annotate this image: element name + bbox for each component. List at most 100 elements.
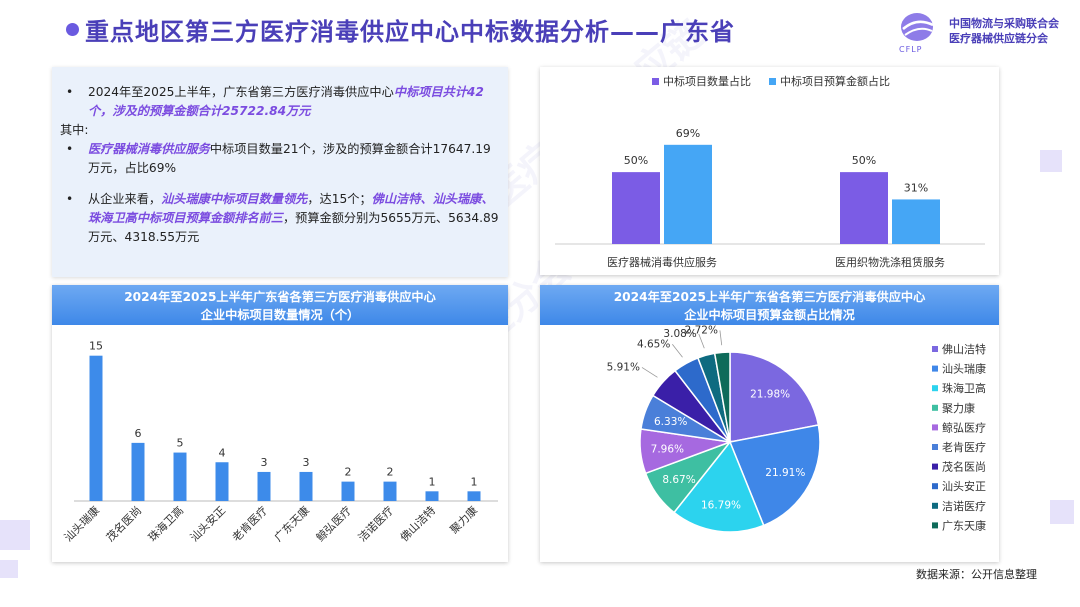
x-tick-label: 老肯医疗 bbox=[229, 503, 270, 544]
legend-swatch bbox=[932, 346, 938, 352]
legend-label: 茂名医尚 bbox=[942, 460, 986, 474]
slice-label: 16.79% bbox=[701, 499, 741, 511]
legend-swatch bbox=[932, 444, 938, 450]
x-tick-label: 聚力康 bbox=[447, 503, 480, 536]
summary-panel: 2024年至2025上半年，广东省第三方医疗消毒供应中心中标项目共计42个，涉及… bbox=[52, 67, 508, 277]
data-label: 5 bbox=[177, 437, 184, 450]
budget-pie-chart-panel: 2024年至2025上半年广东省各第三方医疗消毒供应中心 企业中标项目预算金额占… bbox=[540, 285, 999, 562]
count-bar-chart: 15 汕头瑞康 6 茂名医尚 5 珠海卫高 4 汕头安正 3 老肯医疗 3 广东天康 2 鲸弘医疗 2 洁诺医… bbox=[61, 340, 498, 544]
x-tick-label: 广东天康 bbox=[271, 503, 312, 544]
data-source: 数据来源：公开信息整理 bbox=[916, 568, 1037, 581]
data-label: 1 bbox=[429, 475, 436, 488]
legend-label: 聚力康 bbox=[942, 401, 975, 415]
bar bbox=[341, 481, 355, 501]
share-bar-chart: 中标项目数量占比 中标项目预算金额占比 50% 69% 医疗器械消毒供应服务 50% 31%… bbox=[555, 74, 985, 269]
bar bbox=[383, 481, 397, 501]
legend-label: 鲸弘医疗 bbox=[942, 420, 986, 434]
leader-line bbox=[641, 367, 658, 378]
x-tick-label: 珠海卫高 bbox=[145, 503, 186, 544]
x-tick-label: 洁诺医疗 bbox=[355, 503, 396, 544]
legend-label: 广东天康 bbox=[942, 518, 986, 532]
legend-label: 中标项目数量占比 bbox=[663, 74, 751, 88]
summary-among: 其中: bbox=[60, 123, 89, 137]
data-label: 3 bbox=[303, 456, 310, 469]
bar bbox=[467, 491, 481, 501]
slice-label: 7.96% bbox=[651, 444, 684, 456]
legend-swatch bbox=[932, 463, 938, 470]
slice-label: 8.67% bbox=[662, 474, 695, 486]
count-chart-subtitle: 企业中标项目数量情况（个） bbox=[200, 308, 360, 322]
data-label: 2 bbox=[345, 466, 352, 479]
bar bbox=[131, 442, 145, 501]
legend-swatch bbox=[652, 78, 659, 85]
pie-slice bbox=[729, 351, 820, 443]
title-bullet-icon bbox=[66, 23, 79, 36]
slice-label: 21.98% bbox=[750, 388, 790, 400]
bar bbox=[173, 452, 187, 501]
x-tick-label: 鲸弘医疗 bbox=[313, 503, 354, 544]
budget-pie-chart: 21.98% 21.91% 16.79% 8.67% 7.96% 6.33% 5.91% 4.… bbox=[607, 325, 986, 533]
summary-highlight: 佛山洁特、汕头瑞康、珠海卫高中标项目预算金额排名前三 bbox=[88, 192, 494, 225]
summary-bullet-2: 医疗器械消毒供应服务中标项目数量21个，涉及的预算金额合计17647.19万元，… bbox=[60, 140, 500, 178]
legend-label: 洁诺医疗 bbox=[942, 499, 986, 513]
logo: CFLP 中国物流与采购联合会 医疗器械供应链分会 bbox=[895, 8, 1075, 54]
slice-label: 5.91% bbox=[607, 361, 640, 373]
data-label: 4 bbox=[219, 446, 226, 459]
legend-swatch bbox=[932, 483, 938, 490]
data-label: 69% bbox=[676, 127, 700, 140]
count-chart-title: 2024年至2025上半年广东省各第三方医疗消毒供应中心 bbox=[124, 290, 436, 304]
leader-line bbox=[672, 344, 683, 358]
legend-swatch bbox=[932, 424, 938, 431]
slice-label: 2.72% bbox=[685, 325, 718, 336]
x-tick-label: 茂名医尚 bbox=[103, 503, 144, 544]
pie-slice bbox=[672, 440, 765, 533]
count-chart-header: 2024年至2025上半年广东省各第三方医疗消毒供应中心 企业中标项目数量情况（… bbox=[52, 285, 508, 325]
x-tick-label: 医用织物洗涤租赁服务 bbox=[835, 255, 945, 269]
slice-label: 4.65% bbox=[637, 338, 670, 350]
summary-text: ，预算金额分别为5655万元、5634.89万元、4318.55万元 bbox=[88, 211, 499, 244]
summary-highlight: 中标项目共计42个，涉及的预算金额合计25722.84万元 bbox=[88, 85, 484, 118]
pie-chart-header: 2024年至2025上半年广东省各第三方医疗消毒供应中心 企业中标项目预算金额占… bbox=[540, 285, 999, 325]
bar bbox=[215, 462, 229, 501]
bar bbox=[257, 471, 271, 501]
slice-label: 21.91% bbox=[765, 467, 805, 479]
legend-swatch bbox=[932, 385, 938, 392]
bar bbox=[299, 471, 313, 501]
legend-swatch bbox=[769, 78, 776, 85]
bar bbox=[612, 172, 660, 244]
x-tick-label: 佛山洁特 bbox=[397, 503, 438, 544]
leader-line bbox=[698, 333, 705, 349]
logo-line2: 医疗器械供应链分会 bbox=[949, 32, 1048, 45]
summary-highlight: 医疗器械消毒供应服务 bbox=[88, 142, 210, 156]
logo-line1: 中国物流与采购联合会 bbox=[949, 17, 1059, 30]
legend-label: 汕头瑞康 bbox=[942, 362, 986, 376]
data-label: 50% bbox=[624, 154, 648, 167]
data-label: 2 bbox=[387, 466, 394, 479]
legend-swatch bbox=[932, 522, 938, 529]
bar bbox=[840, 172, 888, 244]
bar bbox=[664, 144, 712, 244]
share-bar-chart-panel: 中标项目数量占比 中标项目预算金额占比 50% 69% 医疗器械消毒供应服务 50% 31%… bbox=[540, 67, 999, 275]
data-label: 1 bbox=[471, 475, 478, 488]
legend-label: 老肯医疗 bbox=[942, 440, 986, 454]
leader-line bbox=[719, 330, 723, 346]
legend-swatch bbox=[932, 502, 938, 509]
data-label: 6 bbox=[135, 427, 142, 440]
data-label: 15 bbox=[89, 340, 103, 353]
page-title: 重点地区第三方医疗消毒供应中心中标数据分析——广东省 bbox=[85, 18, 735, 46]
legend-swatch bbox=[932, 365, 938, 372]
pie-chart-subtitle: 企业中标项目预算金额占比情况 bbox=[684, 308, 855, 322]
x-tick-label: 汕头瑞康 bbox=[61, 503, 102, 544]
bar bbox=[425, 491, 439, 501]
summary-text: 2024年至2025上半年，广东省第三方医疗消毒供应中心 bbox=[88, 85, 394, 99]
legend-label: 佛山洁特 bbox=[942, 342, 986, 356]
count-bar-chart-panel: 2024年至2025上半年广东省各第三方医疗消毒供应中心 企业中标项目数量情况（… bbox=[52, 285, 508, 562]
data-label: 3 bbox=[261, 456, 268, 469]
logo-abbr: CFLP bbox=[899, 45, 923, 54]
data-label: 50% bbox=[852, 154, 876, 167]
pie-chart-title: 2024年至2025上半年广东省各第三方医疗消毒供应中心 bbox=[613, 290, 926, 304]
legend-swatch bbox=[932, 404, 938, 411]
title-row: 重点地区第三方医疗消毒供应中心中标数据分析——广东省 bbox=[66, 12, 735, 47]
pie-slice bbox=[728, 424, 821, 527]
slice-label: 3.08% bbox=[663, 328, 696, 340]
